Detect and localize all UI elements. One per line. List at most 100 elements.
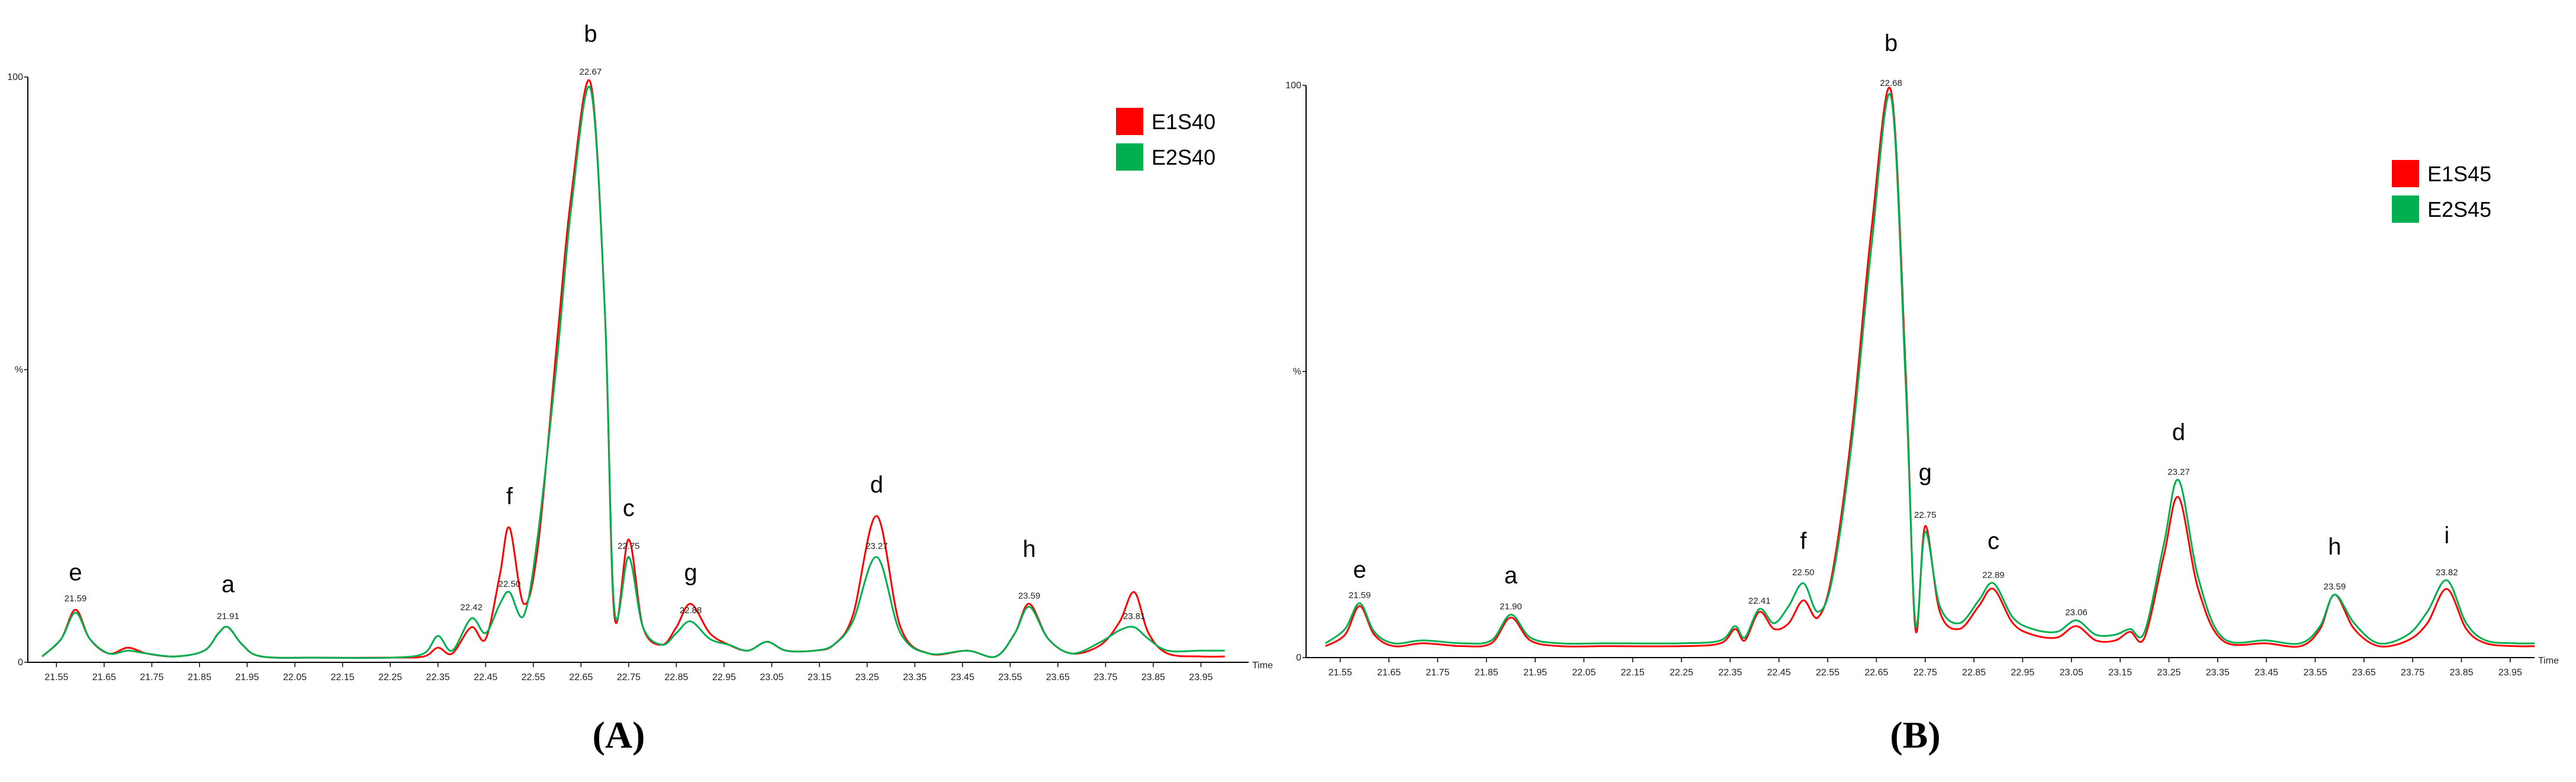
retention-time: 21.59 <box>1349 590 1371 600</box>
x-tick-label: 22.85 <box>1962 668 1986 678</box>
x-tick-label: 21.75 <box>140 672 163 682</box>
x-tick-label: 23.15 <box>808 672 831 682</box>
x-tick-label: 23.75 <box>2401 668 2424 678</box>
x-tick-label: 23.55 <box>2303 668 2327 678</box>
legend-swatch <box>1116 143 1143 171</box>
x-tick-label: 23.15 <box>2108 668 2132 678</box>
x-tick-label: 22.75 <box>1913 668 1937 678</box>
x-tick-label: 21.75 <box>1426 668 1449 678</box>
peak-letter: a <box>1504 562 1518 588</box>
legend-label: E2S45 <box>2427 197 2491 222</box>
x-tick-label: 23.95 <box>1189 672 1213 682</box>
x-tick-label: 21.95 <box>235 672 259 682</box>
x-tick-label: 23.95 <box>2498 668 2522 678</box>
peak-letter: a <box>221 571 235 597</box>
legend-label: E2S40 <box>1152 145 1215 169</box>
peak-letter: f <box>1800 528 1807 554</box>
retention-time: 23.82 <box>2436 568 2458 578</box>
x-tick-label: 22.85 <box>664 672 688 682</box>
retention-time: 22.75 <box>1914 510 1937 520</box>
x-tick-label: 23.05 <box>760 672 784 682</box>
x-tick-label: 21.55 <box>1329 668 1352 678</box>
x-tick-label: 22.45 <box>1767 668 1791 678</box>
x-tick-label: 22.75 <box>617 672 641 682</box>
x-tick-label: 23.75 <box>1094 672 1117 682</box>
peak-letter: b <box>1884 30 1898 56</box>
peak-letter: c <box>623 495 635 521</box>
x-axis-label: Time <box>2538 656 2559 666</box>
peak-letter: e <box>1353 557 1366 583</box>
panel-title: (A) <box>593 714 645 756</box>
peak-letter: g <box>1919 460 1932 486</box>
trace <box>41 85 1225 659</box>
peak-letter: c <box>1988 528 1999 554</box>
legend-label: E1S45 <box>2427 162 2491 186</box>
peak-letter: i <box>2444 523 2449 549</box>
x-tick-label: 23.35 <box>903 672 927 682</box>
x-tick-label: 23.85 <box>2449 668 2473 678</box>
x-tick-label: 22.55 <box>522 672 545 682</box>
x-tick-label: 22.25 <box>378 672 402 682</box>
peak-letter: g <box>684 560 697 586</box>
x-tick-label: 23.55 <box>998 672 1022 682</box>
legend-swatch <box>2392 160 2419 187</box>
panel-title: (B) <box>1890 714 1940 756</box>
peak-letter: d <box>2172 419 2185 446</box>
x-axis-label: Time <box>1252 661 1273 671</box>
x-tick-label: 22.05 <box>1572 668 1596 678</box>
retention-time: 22.67 <box>580 67 602 77</box>
retention-time: 23.59 <box>1018 591 1041 601</box>
x-tick-label: 22.65 <box>569 672 593 682</box>
x-tick-label: 22.15 <box>1621 668 1645 678</box>
x-tick-label: 21.65 <box>1377 668 1401 678</box>
retention-time: 22.42 <box>460 602 483 613</box>
x-tick-label: 21.85 <box>188 672 211 682</box>
peak-letter: d <box>870 472 883 498</box>
retention-time: 23.27 <box>2167 467 2190 477</box>
peak-letter: e <box>69 560 82 586</box>
x-tick-label: 21.95 <box>1523 668 1547 678</box>
peak-letter: b <box>584 21 597 47</box>
x-tick-label: 22.35 <box>1718 668 1742 678</box>
y-tick-label: 100 <box>1285 81 1301 91</box>
y-tick-label: 0 <box>18 658 23 668</box>
retention-time: 23.59 <box>2324 582 2346 592</box>
peak-letter: h <box>1022 536 1035 562</box>
retention-time: 21.59 <box>65 594 87 604</box>
x-tick-label: 22.45 <box>474 672 497 682</box>
y-tick-label: 100 <box>7 72 23 82</box>
x-tick-label: 23.05 <box>2060 668 2083 678</box>
y-tick-label: % <box>1293 367 1301 377</box>
retention-time: 22.50 <box>1792 568 1815 578</box>
x-tick-label: 23.85 <box>1141 672 1165 682</box>
x-tick-label: 22.05 <box>283 672 307 682</box>
x-tick-label: 22.95 <box>2011 668 2034 678</box>
retention-time: 22.88 <box>680 605 702 616</box>
y-tick-label: 0 <box>1296 653 1301 663</box>
x-tick-label: 23.35 <box>2206 668 2230 678</box>
retention-time: 21.90 <box>1500 602 1522 612</box>
retention-time: 22.50 <box>499 579 521 589</box>
x-tick-label: 23.25 <box>856 672 879 682</box>
x-tick-label: 23.45 <box>951 672 975 682</box>
retention-time: 22.68 <box>1880 78 1902 88</box>
retention-time: 23.27 <box>866 541 888 551</box>
retention-time: 23.06 <box>2065 607 2088 617</box>
retention-time: 22.75 <box>618 541 640 551</box>
x-tick-label: 22.25 <box>1670 668 1693 678</box>
x-tick-label: 23.45 <box>2255 668 2278 678</box>
legend-swatch <box>1116 108 1143 135</box>
x-tick-label: 23.25 <box>2157 668 2181 678</box>
legend-swatch <box>2392 196 2419 223</box>
peak-letter: f <box>506 483 513 509</box>
y-tick-label: % <box>15 365 23 375</box>
x-tick-label: 21.55 <box>44 672 68 682</box>
trace <box>1325 92 2535 645</box>
retention-time: 22.89 <box>1982 571 2005 581</box>
x-tick-label: 22.95 <box>712 672 736 682</box>
x-tick-label: 21.85 <box>1475 668 1498 678</box>
x-tick-label: 23.65 <box>1046 672 1070 682</box>
x-tick-label: 22.35 <box>426 672 450 682</box>
retention-time: 22.41 <box>1748 596 1771 606</box>
